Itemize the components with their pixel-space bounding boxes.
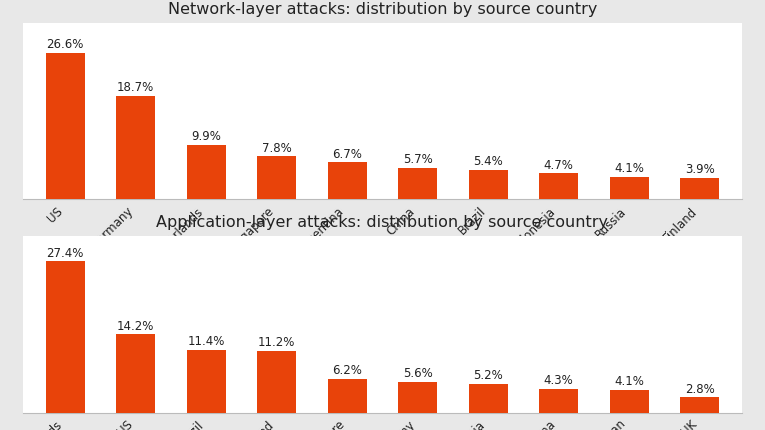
- Bar: [46, 262, 85, 413]
- Bar: [680, 178, 719, 200]
- Bar: [46, 53, 85, 200]
- Text: 5.2%: 5.2%: [474, 369, 503, 381]
- Text: 11.2%: 11.2%: [258, 335, 295, 348]
- Text: 4.7%: 4.7%: [544, 158, 574, 171]
- Bar: [469, 384, 508, 413]
- Text: 5.7%: 5.7%: [403, 153, 433, 166]
- Bar: [610, 177, 649, 200]
- Text: 2.8%: 2.8%: [685, 382, 715, 395]
- Title: Network-layer attacks: distribution by source country: Network-layer attacks: distribution by s…: [168, 2, 597, 17]
- Bar: [257, 157, 296, 200]
- Text: 11.4%: 11.4%: [187, 334, 225, 347]
- Bar: [539, 174, 578, 200]
- Bar: [116, 97, 155, 200]
- Text: 7.8%: 7.8%: [262, 141, 291, 154]
- Bar: [187, 145, 226, 200]
- Bar: [399, 169, 437, 200]
- Text: 4.1%: 4.1%: [614, 162, 644, 175]
- Bar: [680, 397, 719, 413]
- Text: 27.4%: 27.4%: [47, 246, 84, 259]
- Text: 14.2%: 14.2%: [117, 319, 155, 332]
- Title: Application-layer attacks: distribution by source country: Application-layer attacks: distribution …: [157, 215, 608, 230]
- Bar: [328, 379, 366, 413]
- Text: 6.7%: 6.7%: [332, 147, 362, 160]
- Bar: [328, 163, 366, 200]
- Text: 3.9%: 3.9%: [685, 163, 715, 176]
- Text: 26.6%: 26.6%: [47, 38, 84, 51]
- Text: 18.7%: 18.7%: [117, 81, 155, 94]
- Text: 5.4%: 5.4%: [474, 154, 503, 167]
- Bar: [116, 335, 155, 413]
- Bar: [399, 382, 437, 413]
- Bar: [187, 350, 226, 413]
- Text: 9.9%: 9.9%: [191, 130, 221, 143]
- Bar: [539, 389, 578, 413]
- Text: 4.1%: 4.1%: [614, 375, 644, 387]
- Bar: [610, 390, 649, 413]
- Text: 4.3%: 4.3%: [544, 373, 574, 386]
- Bar: [469, 170, 508, 200]
- Text: 5.6%: 5.6%: [403, 366, 433, 379]
- Bar: [257, 351, 296, 413]
- Text: 6.2%: 6.2%: [332, 363, 362, 376]
